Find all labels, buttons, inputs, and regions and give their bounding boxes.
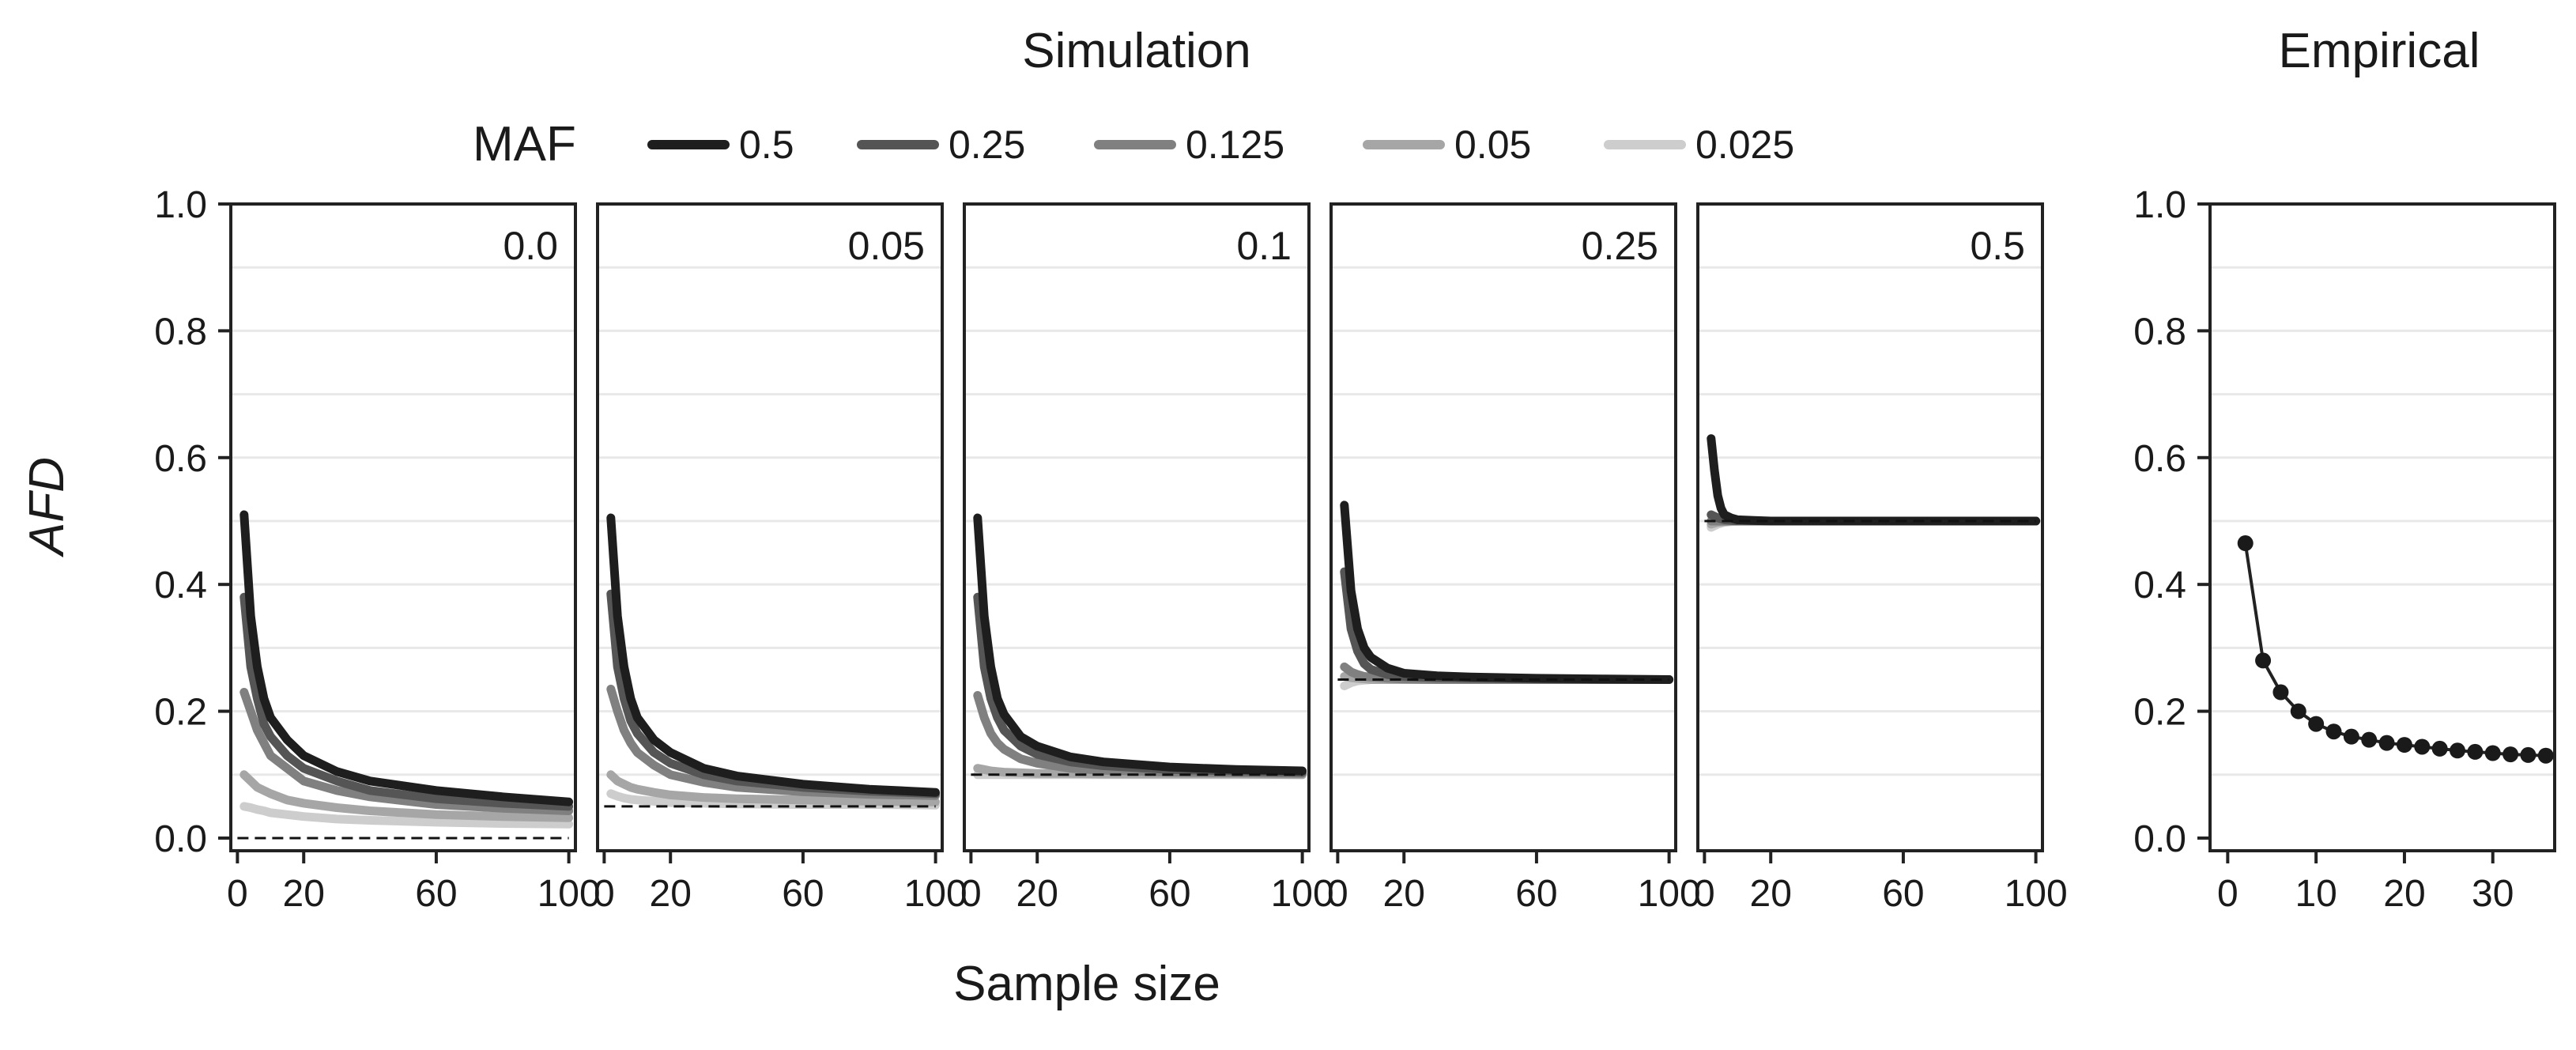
y-tick-label: 0.2 (154, 692, 207, 734)
x-tick-label: 100 (1271, 873, 1334, 915)
series-line-maf-0.5 (606, 513, 941, 797)
panel-0.05: 0 20 60 100 0.05 (594, 202, 967, 915)
empirical-point (2414, 738, 2431, 755)
series-line-maf-0.5 (1340, 500, 1674, 684)
series-line-maf-0.5 (1707, 434, 2041, 526)
x-tick-label: 60 (1515, 873, 1557, 915)
x-tick-label: 100 (537, 873, 601, 915)
empirical-point (2431, 740, 2448, 757)
x-tick-label: 10 (2295, 873, 2337, 915)
panel-frame (1696, 202, 2044, 852)
series-line-maf-0.05 (239, 770, 574, 822)
series-line-maf-0.025 (239, 802, 574, 829)
empirical-title: Empirical (2279, 24, 2480, 78)
y-tick-label: 1.0 (154, 184, 207, 226)
y-tick-label: 0.8 (2133, 311, 2186, 353)
legend-label-0.025: 0.025 (1695, 123, 1794, 167)
y-tick-label: 0.6 (154, 438, 207, 480)
legend: MAF 0.5 0.25 0.125 0.05 0.025 (473, 117, 1794, 172)
panel-frame (596, 202, 944, 852)
panel-frame (963, 202, 1311, 852)
x-tick-label: 100 (1638, 873, 1701, 915)
y-tick-label: 0.8 (154, 311, 207, 353)
facet-label-0.1: 0.1 (1236, 224, 1292, 268)
legend-label-0.5: 0.5 (739, 123, 794, 167)
legend-label-0.25: 0.25 (949, 123, 1025, 167)
empirical-point (2378, 735, 2395, 751)
empirical-point (2272, 684, 2289, 701)
x-tick-label: 0 (1694, 873, 1715, 915)
empirical-line (2243, 542, 2546, 757)
y-tick-label: 1.0 (2133, 184, 2186, 226)
x-tick-label: 0 (594, 873, 615, 915)
y-axis-label: AFD (20, 457, 74, 558)
x-tick-label: 20 (1016, 873, 1058, 915)
panel-frame (1329, 202, 1677, 852)
series-line-maf-0.5 (973, 513, 1307, 776)
empirical-point (2467, 743, 2484, 760)
panel-frame (229, 202, 577, 852)
series-line-maf-0.25 (1340, 567, 1674, 684)
empirical-point (2361, 731, 2378, 748)
empirical-point (2290, 703, 2306, 720)
legend-label-0.125: 0.125 (1186, 123, 1284, 167)
x-tick-label: 20 (650, 873, 692, 915)
x-tick-label: 60 (415, 873, 457, 915)
x-tick-label: 0 (1327, 873, 1348, 915)
empirical-point (2502, 746, 2519, 763)
legend-title: MAF (473, 117, 576, 172)
empirical-point (2520, 746, 2536, 763)
x-tick-label: 0 (227, 873, 248, 915)
facet-label-0.0: 0.0 (503, 224, 558, 268)
empirical-point (2308, 716, 2325, 732)
y-tick-label: 0.4 (2133, 565, 2186, 606)
empirical-point (2255, 652, 2272, 669)
x-tick-label: 100 (904, 873, 967, 915)
panel-0.0: 0 20 60 100 0.0 0.2 0.4 0.6 0.8 1.0 0.0 (154, 184, 600, 915)
y-tick-label: 0.0 (154, 818, 207, 860)
panel-0.25: 0 20 60 100 0.25 (1327, 202, 1701, 915)
empirical-point (2484, 745, 2501, 761)
facet-label-0.5: 0.5 (1970, 224, 2025, 268)
x-tick-label: 0 (960, 873, 982, 915)
panel-0.5: 0 20 60 100 0.5 (1694, 202, 2068, 915)
empirical-point (2537, 747, 2554, 764)
empirical-point (2450, 742, 2466, 759)
series-line-maf-0.25 (239, 592, 574, 811)
legend-label-0.05: 0.05 (1454, 123, 1531, 167)
facet-label-0.05: 0.05 (848, 224, 925, 268)
y-tick-label: 0.6 (2133, 438, 2186, 480)
empirical-point (2325, 723, 2342, 740)
x-tick-label: 20 (2383, 873, 2425, 915)
series-line-maf-0.125 (239, 688, 574, 815)
x-tick-label: 100 (2005, 873, 2068, 915)
x-tick-label: 60 (782, 873, 824, 915)
facet-label-0.25: 0.25 (1582, 224, 1658, 268)
series-line-maf-0.05 (606, 770, 941, 806)
y-tick-label: 0.2 (2133, 692, 2186, 734)
y-tick-label: 0.4 (154, 565, 207, 606)
x-axis-label: Sample size (953, 957, 1220, 1011)
x-tick-label: 60 (1882, 873, 1924, 915)
x-tick-label: 60 (1148, 873, 1190, 915)
x-tick-label: 20 (1750, 873, 1792, 915)
x-tick-label: 0 (2217, 873, 2238, 915)
series-line-maf-0.5 (239, 510, 574, 806)
x-tick-label: 30 (2472, 873, 2514, 915)
x-tick-label: 20 (1383, 873, 1425, 915)
panel-frame (2208, 202, 2556, 852)
series-line-maf-0.25 (973, 592, 1307, 777)
simulation-title: Simulation (1022, 24, 1250, 78)
panel-0.1: 0 20 60 100 0.1 (960, 202, 1334, 915)
empirical-point (2237, 535, 2254, 552)
y-tick-label: 0.0 (2133, 818, 2186, 860)
panel-empirical: 0 10 20 30 0.0 0.2 0.4 0.6 0.8 1.0 (2133, 184, 2556, 915)
empirical-point (2343, 728, 2359, 745)
x-tick-label: 20 (283, 873, 325, 915)
empirical-point (2396, 737, 2412, 754)
